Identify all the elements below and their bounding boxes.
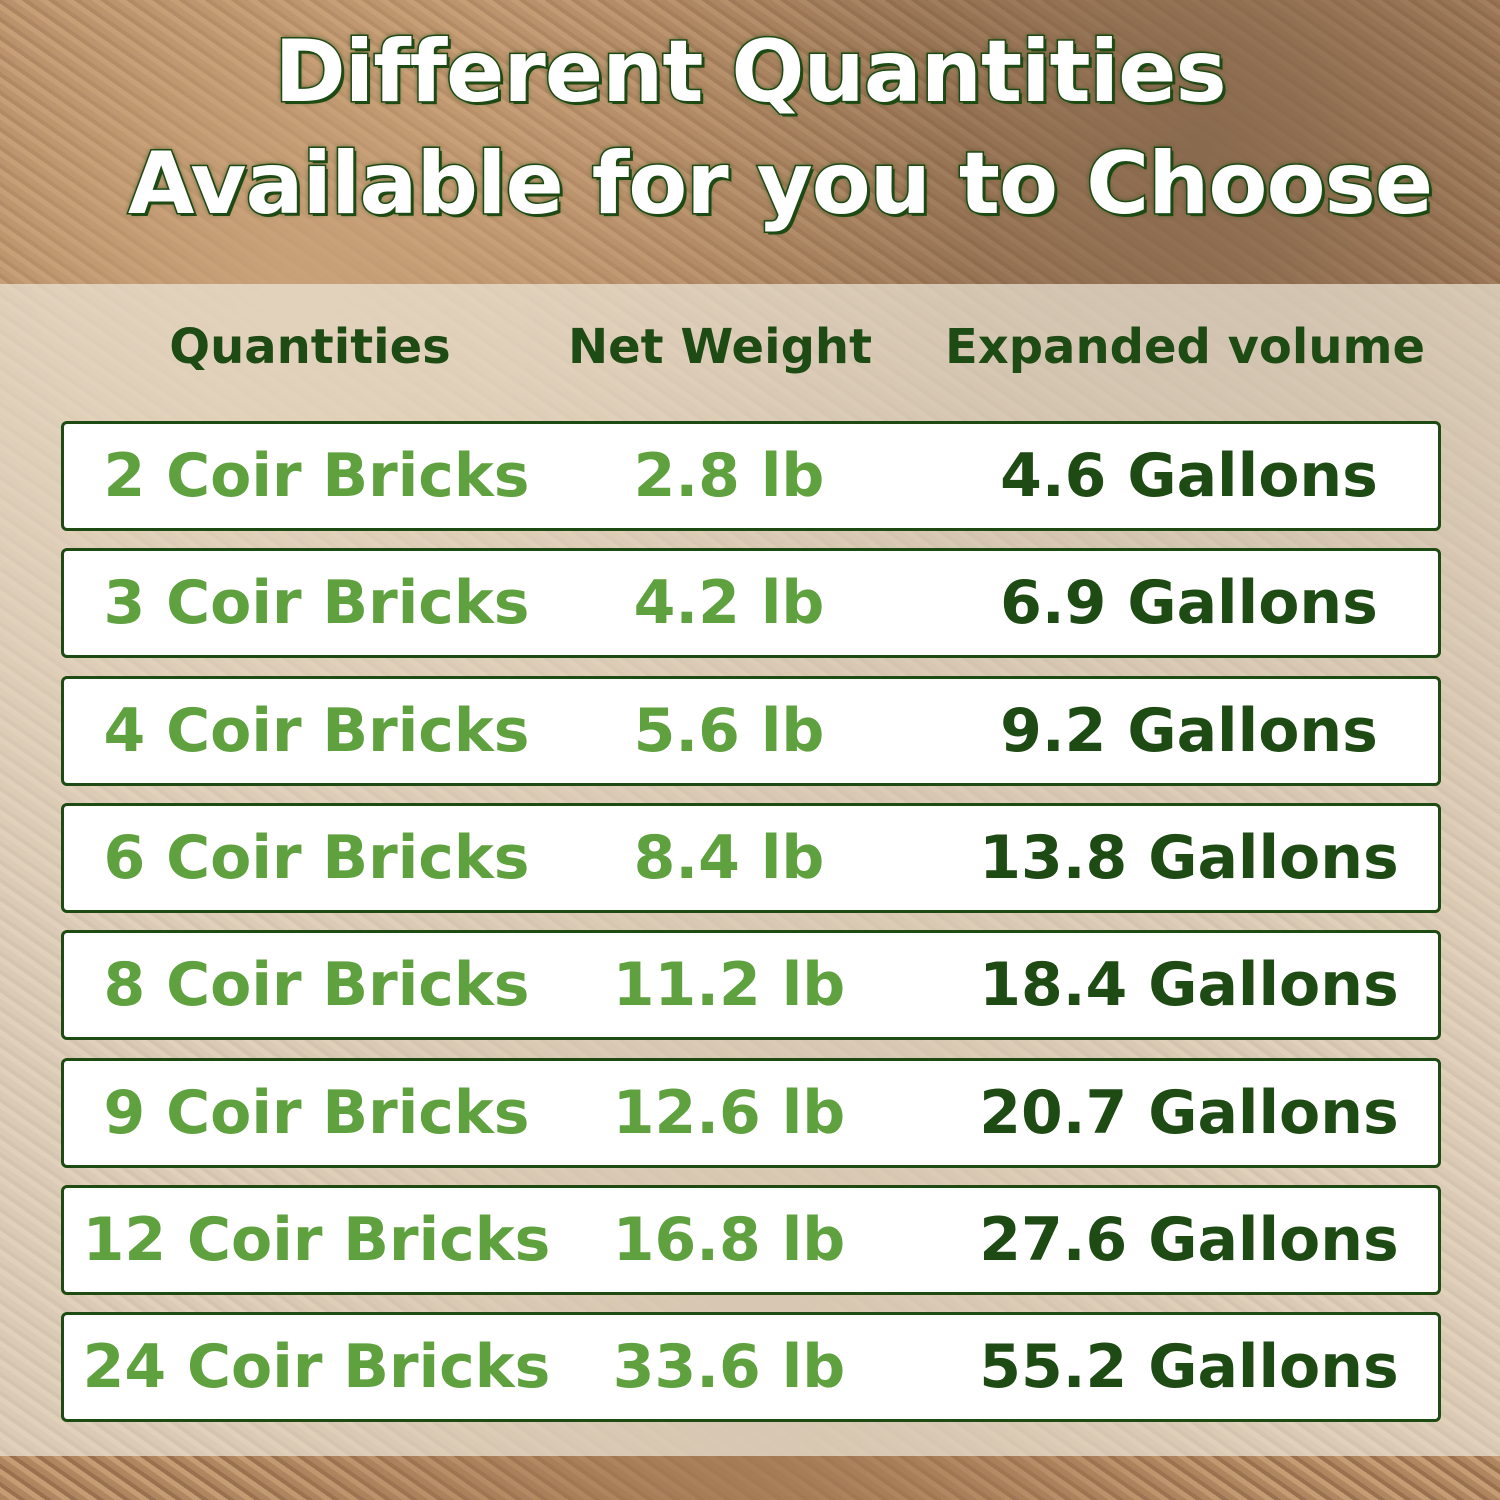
cell-net-weight: 2.8 lb [633,441,825,511]
table-row: 24 Coir Bricks 33.6 lb 55.2 Gallons [61,1312,1441,1423]
cell-quantity: 2 Coir Bricks [103,441,530,511]
table-row: 9 Coir Bricks 12.6 lb 20.7 Gallons [61,1057,1441,1168]
cell-net-weight: 33.6 lb [612,1332,846,1403]
title-line-2: Available for you to Choose [126,133,1434,236]
cell-net-weight: 5.6 lb [633,695,825,766]
cell-volume: 13.8 Gallons [979,822,1399,893]
cell-quantity: 6 Coir Bricks [103,822,530,893]
cell-volume: 20.7 Gallons [979,1077,1399,1148]
header-expanded-volume: Expanded volume [944,319,1426,375]
table-row: 12 Coir Bricks 16.8 lb 27.6 Gallons [61,1184,1441,1295]
cell-net-weight: 12.6 lb [612,1077,846,1148]
cell-quantity: 9 Coir Bricks [103,1077,530,1148]
cell-net-weight: 8.4 lb [633,822,825,893]
header-net-weight: Net Weight [567,319,873,375]
cell-net-weight: 4.2 lb [633,568,825,639]
cell-net-weight: 16.8 lb [612,1204,846,1275]
cell-volume: 18.4 Gallons [979,950,1399,1021]
cell-quantity: 12 Coir Bricks [82,1204,551,1275]
cell-volume: 55.2 Gallons [979,1332,1399,1403]
table-row: 3 Coir Bricks 4.2 lb 6.9 Gallons [61,548,1441,659]
cell-quantity: 3 Coir Bricks [103,568,530,639]
cell-net-weight: 11.2 lb [612,950,846,1021]
cell-volume: 9.2 Gallons [1000,695,1378,766]
cell-volume: 6.9 Gallons [1000,568,1378,639]
cell-quantity: 24 Coir Bricks [82,1332,551,1403]
table-row: 6 Coir Bricks 8.4 lb 13.8 Gallons [61,802,1441,913]
cell-quantity: 4 Coir Bricks [103,695,530,766]
title-line-1: Different Quantities [273,21,1228,124]
table-row: 8 Coir Bricks 11.2 lb 18.4 Gallons [61,930,1441,1041]
cell-volume: 27.6 Gallons [979,1204,1399,1275]
cell-volume: 4.6 Gallons [1000,441,1378,511]
cell-quantity: 8 Coir Bricks [103,950,530,1021]
table-row: 2 Coir Bricks 2.8 lb 4.6 Gallons [61,421,1441,531]
table-row: 4 Coir Bricks 5.6 lb 9.2 Gallons [61,675,1441,786]
header-quantities: Quantities [169,319,451,375]
